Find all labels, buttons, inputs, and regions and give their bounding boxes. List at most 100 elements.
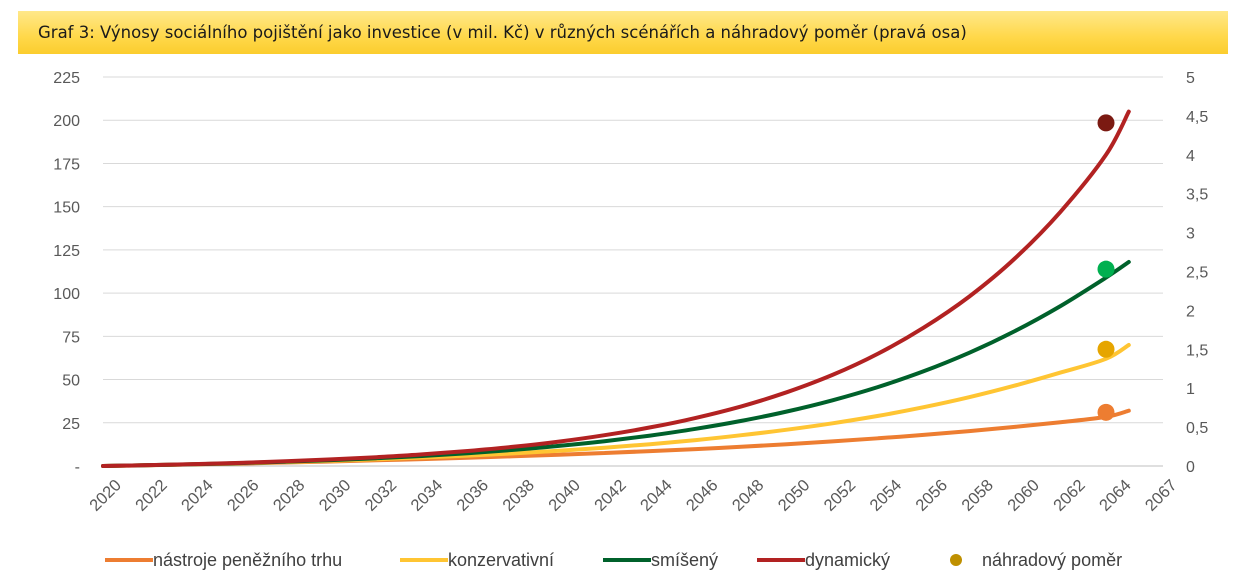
x-tick: 2032 bbox=[362, 476, 401, 515]
x-tick: 2022 bbox=[132, 476, 171, 515]
x-tick-label: 2050 bbox=[775, 476, 814, 515]
y-right-tick-label: 4,5 bbox=[1186, 109, 1208, 126]
x-tick: 2067 bbox=[1142, 476, 1181, 515]
x-tick-label: 2054 bbox=[867, 476, 906, 515]
y-left-tick-label: - bbox=[75, 459, 80, 476]
y-left-tick-label: 150 bbox=[53, 200, 80, 217]
x-tick: 2052 bbox=[821, 476, 860, 515]
legend-line-marker bbox=[105, 558, 153, 562]
x-tick: 2034 bbox=[408, 476, 447, 515]
y-left-tick-label: 125 bbox=[53, 243, 80, 260]
x-tick: 2030 bbox=[316, 476, 355, 515]
chart-title: Graf 3: Výnosy sociálního pojištění jako… bbox=[38, 23, 967, 42]
y-left-tick-label: 50 bbox=[62, 373, 80, 390]
series-line bbox=[101, 109, 1131, 468]
y-right-tick-label: 1,5 bbox=[1186, 342, 1208, 359]
x-tick: 2028 bbox=[270, 476, 309, 515]
y-right-tick-label: 1 bbox=[1186, 381, 1195, 398]
y-right-tick-label: 2 bbox=[1186, 303, 1195, 320]
x-tick-label: 2040 bbox=[545, 476, 584, 515]
x-tick-label: 2024 bbox=[178, 476, 217, 515]
x-tick-label: 2038 bbox=[499, 476, 538, 515]
left-axis: - 25 50 75 100 125 150 175 200 225 bbox=[53, 70, 80, 476]
x-tick-label: 2020 bbox=[86, 476, 125, 515]
y-right-tick-label: 5 bbox=[1186, 70, 1195, 87]
x-tick-label: 2048 bbox=[729, 476, 768, 515]
y-left-tick-label: 225 bbox=[53, 70, 80, 87]
x-tick: 2062 bbox=[1050, 476, 1089, 515]
y-right-tick-label: 4 bbox=[1186, 148, 1195, 165]
ratio-point bbox=[1097, 340, 1115, 358]
legend-item: konzervativní bbox=[400, 545, 554, 575]
legend-item: dynamický bbox=[757, 545, 890, 575]
x-tick: 2058 bbox=[958, 476, 997, 515]
x-tick-label: 2034 bbox=[408, 476, 447, 515]
legend-label: dynamický bbox=[805, 549, 891, 570]
x-tick: 2056 bbox=[912, 476, 951, 515]
x-tick-label: 2030 bbox=[316, 476, 355, 515]
y-right-tick-label: 2,5 bbox=[1186, 265, 1208, 282]
legend-label: náhradový poměr bbox=[982, 549, 1123, 570]
x-tick-label: 2032 bbox=[362, 476, 401, 515]
x-tick: 2060 bbox=[1004, 476, 1043, 515]
x-tick-label: 2036 bbox=[453, 476, 492, 515]
chart-title-bar: Graf 3: Výnosy sociálního pojištění jako… bbox=[18, 11, 1228, 54]
x-tick-label: 2064 bbox=[1096, 476, 1135, 515]
series-lines bbox=[101, 109, 1131, 468]
x-tick: 2036 bbox=[453, 476, 492, 515]
x-tick-label: 2026 bbox=[224, 476, 263, 515]
x-tick-label: 2046 bbox=[683, 476, 722, 515]
x-axis: 2020 2022 2024 2026 2028 2030 2032 2034 2036 2038… bbox=[86, 476, 1180, 515]
x-tick: 2054 bbox=[867, 476, 906, 515]
x-tick-label: 2060 bbox=[1004, 476, 1043, 515]
legend-item: náhradový poměr bbox=[950, 545, 1122, 575]
y-right-tick-label: 0,5 bbox=[1186, 420, 1208, 437]
x-tick: 2046 bbox=[683, 476, 722, 515]
x-tick-label: 2067 bbox=[1142, 476, 1181, 515]
x-tick: 2044 bbox=[637, 476, 676, 515]
x-tick: 2050 bbox=[775, 476, 814, 515]
y-left-tick-label: 25 bbox=[62, 416, 80, 433]
x-tick-label: 2044 bbox=[637, 476, 676, 515]
x-tick-label: 2052 bbox=[821, 476, 860, 515]
x-tick-label: 2022 bbox=[132, 476, 171, 515]
legend-item: nástroje peněžního trhu bbox=[105, 545, 342, 575]
y-right-tick-label: 3,5 bbox=[1186, 187, 1208, 204]
right-axis: 0 0,5 1 1,5 2 2,5 3 3,5 4 4,5 5 bbox=[1186, 70, 1208, 476]
legend-label: konzervativní bbox=[448, 549, 555, 570]
y-right-tick-label: 0 bbox=[1186, 459, 1195, 476]
x-tick: 2026 bbox=[224, 476, 263, 515]
legend-line-marker bbox=[757, 558, 805, 562]
x-tick-label: 2058 bbox=[958, 476, 997, 515]
x-tick-label: 2042 bbox=[591, 476, 630, 515]
legend-label: smíšený bbox=[651, 549, 719, 570]
y-left-tick-label: 75 bbox=[62, 329, 80, 346]
legend: nástroje peněžního trhu konzervativní smíš… bbox=[0, 545, 1242, 575]
x-tick: 2048 bbox=[729, 476, 768, 515]
chart-svg: - 25 50 75 100 125 150 175 200 225 0 0,5 1 1,5 2 2,5 3 3… bbox=[53, 70, 1208, 515]
y-left-tick-label: 175 bbox=[53, 156, 80, 173]
legend-dot-marker bbox=[950, 554, 962, 566]
x-tick: 2040 bbox=[545, 476, 584, 515]
x-tick: 2042 bbox=[591, 476, 630, 515]
y-left-tick-label: 200 bbox=[53, 113, 80, 130]
x-tick-label: 2056 bbox=[912, 476, 951, 515]
x-tick: 2038 bbox=[499, 476, 538, 515]
x-tick: 2024 bbox=[178, 476, 217, 515]
x-tick-label: 2062 bbox=[1050, 476, 1089, 515]
x-tick-label: 2028 bbox=[270, 476, 309, 515]
legend-label: nástroje peněžního trhu bbox=[153, 549, 343, 570]
legend-item: smíšený bbox=[603, 545, 718, 575]
x-tick: 2020 bbox=[86, 476, 125, 515]
legend-line-marker bbox=[400, 558, 448, 562]
ratio-point bbox=[1097, 403, 1115, 421]
ratio-points bbox=[1097, 114, 1115, 421]
ratio-point bbox=[1097, 114, 1115, 132]
legend-line-marker bbox=[603, 558, 651, 562]
ratio-point bbox=[1097, 260, 1115, 278]
x-tick: 2064 bbox=[1096, 476, 1135, 515]
y-left-tick-label: 100 bbox=[53, 286, 80, 303]
series-line bbox=[101, 343, 1131, 468]
y-right-tick-label: 3 bbox=[1186, 226, 1195, 243]
gridlines bbox=[103, 76, 1163, 467]
